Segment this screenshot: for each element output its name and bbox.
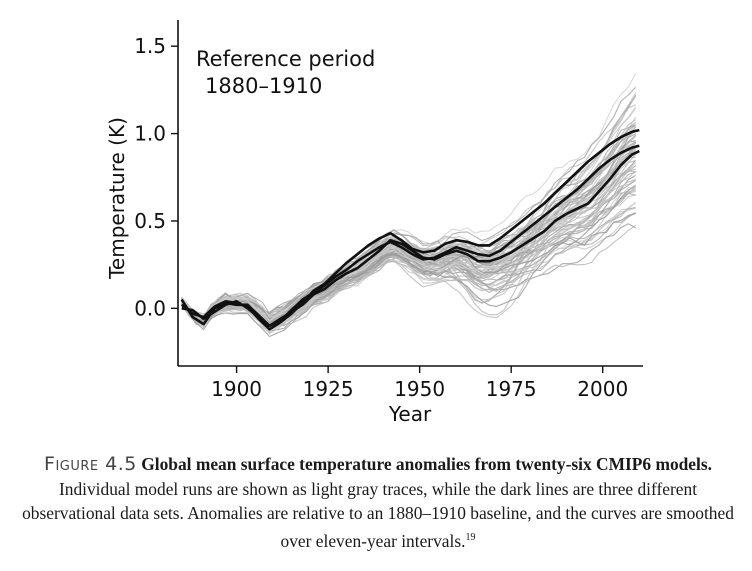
observational-line	[181, 144, 640, 328]
model-run-line	[181, 224, 637, 331]
y-axis-title: Temperature (K)	[105, 117, 129, 280]
axes: 1900 1925 1950 1975 2000 0.0 0.5 1.0 1.5	[134, 20, 643, 401]
annotation-line-1: Reference period	[196, 47, 375, 71]
y-tick-label: 1.0	[134, 122, 166, 146]
observational-series	[180, 128, 640, 331]
model-run-line	[181, 153, 637, 322]
caption-body: Individual model runs are shown as light…	[22, 478, 734, 551]
y-tick-label: 0.5	[134, 209, 166, 233]
model-run-line	[181, 121, 637, 320]
observational-line	[180, 149, 640, 328]
figure-label: Figure 4.5	[44, 453, 137, 475]
footnote-ref: 19	[465, 531, 476, 543]
annotation-line-2: 1880–1910	[205, 74, 322, 98]
y-tick-label: 1.5	[134, 34, 166, 58]
model-run-line	[181, 129, 637, 319]
model-run-line	[181, 126, 637, 323]
model-run-line	[181, 125, 637, 324]
x-tick-label: 2000	[577, 377, 628, 401]
model-run-line	[181, 116, 637, 325]
x-axis-title: Year	[388, 402, 432, 426]
x-tick-label: 1950	[394, 377, 445, 401]
x-tick-label: 1900	[211, 377, 262, 401]
x-tick-label: 1975	[486, 377, 537, 401]
model-run-line	[181, 92, 637, 323]
chart: 1900 1925 1950 1975 2000 0.0 0.5 1.0 1.5 Referen…	[105, 20, 643, 426]
model-run-line	[181, 212, 636, 322]
caption-title: Global mean surface temperature anomalie…	[141, 454, 712, 474]
observational-line	[180, 128, 640, 331]
model-run-line	[181, 148, 636, 324]
x-tick-label: 1925	[303, 377, 354, 401]
figure-caption: Figure 4.5 Global mean surface temperatu…	[22, 452, 734, 553]
y-tick-label: 0.0	[134, 296, 166, 320]
model-runs	[181, 73, 637, 338]
